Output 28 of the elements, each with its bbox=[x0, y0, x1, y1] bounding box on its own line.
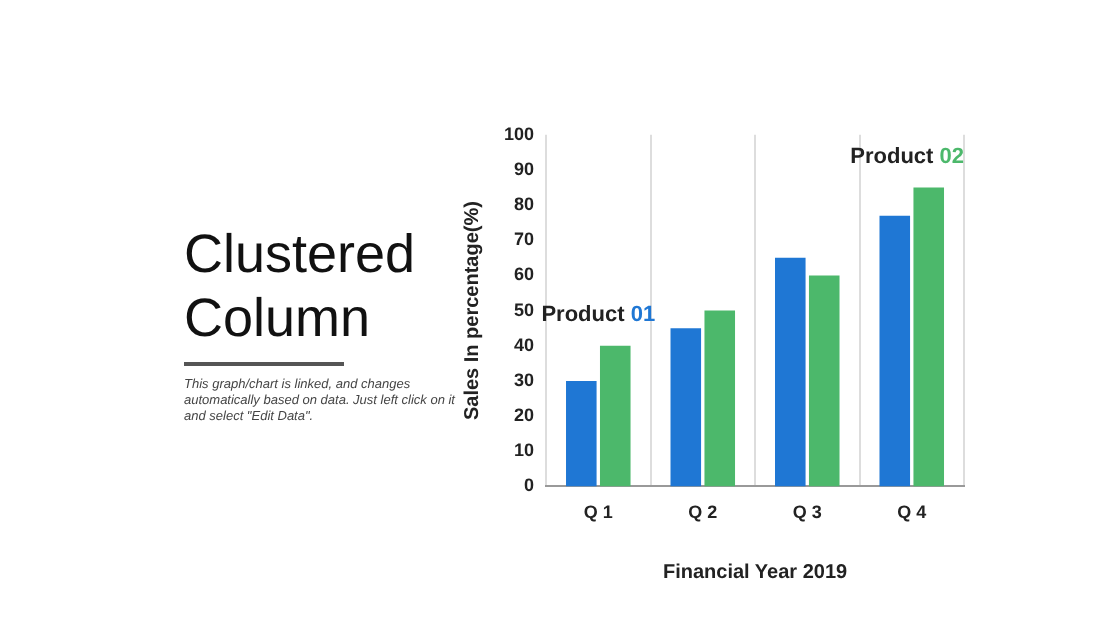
y-tick-label: 0 bbox=[524, 475, 535, 496]
bar bbox=[775, 257, 806, 487]
x-tick-label: Q 3 bbox=[792, 502, 822, 523]
y-axis-title: Sales In percentage(%) bbox=[461, 201, 484, 421]
y-tick-label: 40 bbox=[514, 334, 535, 355]
y-tick-label: 10 bbox=[514, 440, 535, 461]
bar bbox=[566, 380, 597, 487]
y-tick-label: 70 bbox=[514, 229, 535, 250]
x-tick-label: Q 4 bbox=[897, 502, 927, 523]
series-label: Product 01 bbox=[541, 302, 656, 327]
bar bbox=[913, 187, 945, 487]
bar bbox=[704, 310, 736, 487]
x-tick-label: Q 2 bbox=[688, 502, 718, 523]
x-tick-label: Q 1 bbox=[583, 502, 613, 523]
text: Clustered Column bbox=[184, 222, 418, 350]
bar bbox=[879, 215, 911, 487]
bar bbox=[808, 275, 840, 487]
bar bbox=[599, 345, 631, 487]
bar bbox=[670, 328, 702, 487]
y-tick-label: 30 bbox=[514, 369, 535, 390]
series-label: Product 02 bbox=[850, 144, 965, 169]
y-tick-label: 50 bbox=[514, 299, 535, 320]
x-axis-title: Financial Year 2019 bbox=[662, 561, 848, 584]
y-tick-label: 60 bbox=[514, 264, 535, 285]
y-tick-label: 100 bbox=[503, 123, 535, 144]
y-tick-label: 20 bbox=[514, 405, 535, 426]
y-tick-label: 80 bbox=[514, 194, 535, 215]
y-tick-label: 90 bbox=[514, 158, 535, 179]
